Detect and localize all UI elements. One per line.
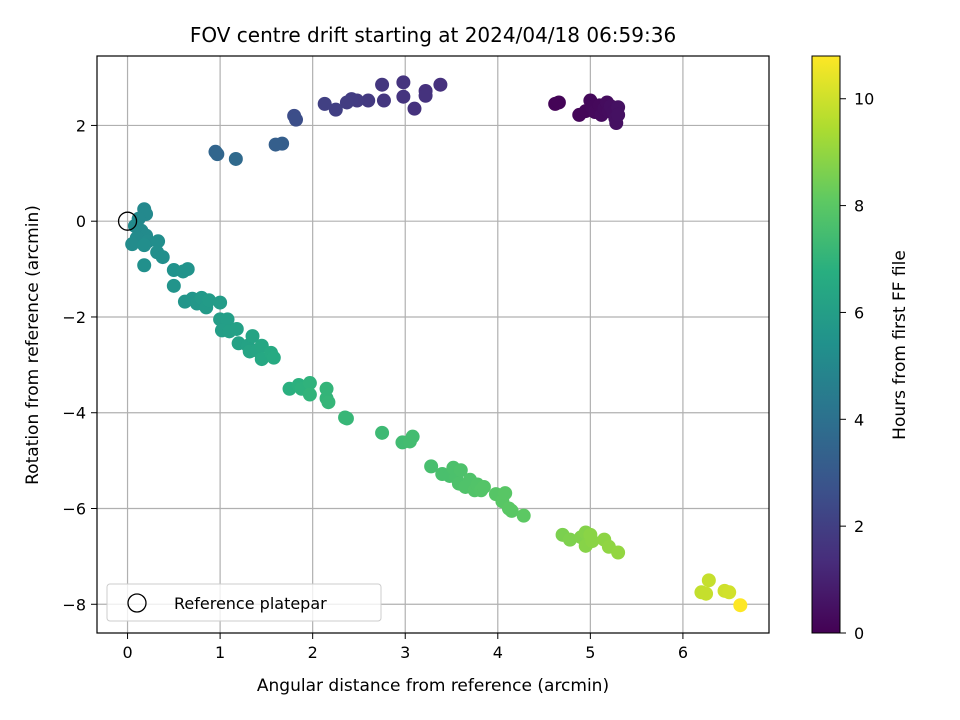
data-point [302, 376, 317, 391]
reference-point-marker [117, 211, 138, 231]
colorbar-tick-label: 6 [854, 303, 864, 322]
data-point [733, 598, 748, 613]
x-tick-label: 4 [493, 643, 503, 662]
data-point [220, 312, 235, 327]
data-point [551, 95, 566, 110]
data-point [137, 238, 152, 253]
data-point [699, 586, 714, 601]
data-point [498, 486, 513, 501]
x-axis-label: Angular distance from reference (arcmin) [257, 676, 609, 696]
data-point [228, 151, 243, 166]
chart-title: FOV centre drift starting at 2024/04/18 … [190, 23, 676, 47]
colorbar-label: Hours from first FF file [890, 250, 910, 440]
data-point [701, 573, 716, 588]
data-point [202, 293, 216, 308]
data-point [405, 429, 420, 444]
x-axis-ticks: 0 1 2 3 4 5 6 [122, 633, 688, 662]
data-point [453, 463, 468, 478]
data-point [424, 459, 439, 474]
legend-marker-reference [127, 593, 147, 613]
legend-label-reference: Reference platepar [174, 594, 327, 613]
data-point [166, 278, 181, 293]
colorbar-ticks: 0 2 4 6 8 10 [840, 90, 874, 643]
data-point [433, 77, 448, 92]
data-point [302, 387, 317, 402]
colorbar-tick-label: 10 [854, 90, 874, 109]
y-tick-label: −4 [62, 404, 86, 423]
data-point [562, 532, 577, 547]
data-point [375, 425, 390, 440]
data-point [611, 545, 626, 560]
data-point [418, 88, 433, 103]
data-point [396, 75, 411, 90]
data-point [289, 112, 304, 127]
data-point [407, 101, 422, 116]
data-point [361, 93, 376, 108]
data-point [155, 250, 170, 265]
y-tick-label: 2 [76, 116, 86, 135]
y-tick-label: −8 [62, 595, 86, 614]
x-tick-label: 3 [400, 643, 410, 662]
data-point [180, 262, 195, 277]
x-tick-label: 1 [215, 643, 225, 662]
y-axis-ticks: −8 −6 −4 −2 0 2 [62, 116, 97, 614]
data-point [375, 77, 390, 92]
y-axis-label: Rotation from reference (arcmin) [23, 205, 43, 485]
data-point [476, 479, 491, 494]
data-point [611, 107, 626, 122]
grid-lines [97, 56, 769, 633]
data-point [319, 381, 334, 396]
colorbar: 0 2 4 6 8 10 Hours from first FF file [811, 55, 910, 643]
y-tick-label: 0 [76, 212, 86, 231]
data-point [396, 89, 411, 104]
colorbar-tick-label: 0 [854, 624, 864, 643]
data-point [266, 350, 281, 365]
data-point [339, 411, 354, 426]
data-points [117, 75, 748, 613]
data-point [321, 395, 336, 410]
x-tick-label: 2 [308, 643, 318, 662]
plot-frame [96, 55, 770, 634]
data-point [722, 585, 737, 600]
y-tick-label: −2 [62, 308, 86, 327]
x-tick-label: 6 [678, 643, 688, 662]
data-point [268, 137, 283, 152]
data-point [504, 503, 519, 518]
data-point [583, 527, 598, 542]
data-point [376, 93, 391, 108]
data-point [339, 95, 354, 110]
x-tick-label: 5 [585, 643, 595, 662]
colorbar-tick-label: 8 [854, 197, 864, 216]
data-point [516, 508, 531, 523]
data-point [213, 295, 228, 310]
data-point [137, 258, 152, 273]
x-tick-label: 0 [122, 643, 132, 662]
colorbar-tick-label: 4 [854, 410, 864, 429]
y-tick-label: −6 [62, 500, 86, 519]
data-point [151, 234, 166, 249]
legend-box [106, 583, 382, 622]
colorbar-gradient [811, 55, 841, 634]
data-point [317, 96, 332, 111]
data-point [245, 329, 260, 344]
data-point [210, 147, 225, 162]
data-point [328, 102, 343, 117]
colorbar-tick-label: 2 [854, 517, 864, 536]
data-point [125, 237, 140, 252]
legend: Reference platepar [106, 583, 382, 622]
data-point [229, 321, 244, 336]
